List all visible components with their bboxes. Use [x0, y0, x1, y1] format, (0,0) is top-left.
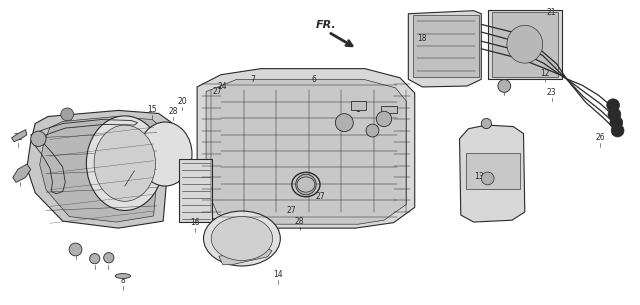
- Text: 13: 13: [474, 172, 484, 181]
- Ellipse shape: [608, 108, 621, 121]
- Text: 15: 15: [147, 105, 157, 114]
- Text: 25: 25: [15, 172, 26, 181]
- Text: 2: 2: [342, 117, 347, 127]
- Ellipse shape: [297, 177, 315, 192]
- Text: 8: 8: [120, 276, 125, 285]
- Text: 3: 3: [483, 174, 488, 183]
- Polygon shape: [408, 11, 481, 87]
- Ellipse shape: [610, 116, 623, 129]
- Polygon shape: [13, 164, 31, 182]
- Text: 26: 26: [595, 133, 605, 142]
- Text: 24: 24: [218, 81, 228, 91]
- Text: 22: 22: [13, 133, 22, 142]
- Ellipse shape: [498, 80, 511, 92]
- Ellipse shape: [211, 217, 273, 260]
- Bar: [179, 159, 212, 222]
- Ellipse shape: [138, 122, 192, 186]
- Ellipse shape: [607, 99, 620, 112]
- Ellipse shape: [104, 253, 114, 263]
- Bar: [492, 12, 558, 77]
- Text: 11: 11: [300, 181, 309, 191]
- Text: 14: 14: [273, 270, 284, 279]
- Bar: [413, 15, 479, 77]
- Ellipse shape: [94, 125, 156, 201]
- Text: 19: 19: [369, 125, 380, 134]
- Text: 18: 18: [418, 34, 427, 43]
- Text: 6: 6: [311, 75, 316, 84]
- Ellipse shape: [481, 172, 494, 185]
- Bar: [466, 152, 520, 189]
- Text: 7: 7: [250, 75, 255, 84]
- Text: FR.: FR.: [316, 20, 337, 31]
- Text: 1: 1: [355, 105, 360, 114]
- Text: 27: 27: [315, 192, 325, 201]
- Polygon shape: [197, 69, 415, 228]
- Text: 21: 21: [500, 81, 509, 90]
- Text: 5: 5: [92, 255, 97, 264]
- Text: 23: 23: [547, 88, 557, 97]
- Ellipse shape: [296, 174, 316, 195]
- Polygon shape: [460, 125, 525, 222]
- Ellipse shape: [481, 118, 492, 129]
- Text: 16: 16: [190, 218, 200, 227]
- Polygon shape: [206, 79, 406, 224]
- Ellipse shape: [204, 211, 280, 266]
- Text: 28: 28: [295, 217, 304, 226]
- Ellipse shape: [115, 274, 131, 278]
- Ellipse shape: [61, 108, 74, 121]
- Text: 12: 12: [541, 69, 550, 78]
- Ellipse shape: [86, 116, 163, 210]
- Ellipse shape: [335, 114, 353, 131]
- Text: 21: 21: [547, 8, 556, 17]
- Text: 4: 4: [381, 108, 387, 117]
- Polygon shape: [488, 10, 562, 79]
- Text: 27: 27: [212, 87, 223, 96]
- Text: 17: 17: [243, 241, 253, 250]
- Text: 20: 20: [177, 97, 188, 106]
- Ellipse shape: [376, 111, 392, 127]
- Bar: [351, 101, 366, 110]
- Polygon shape: [12, 130, 27, 142]
- Text: 27: 27: [286, 206, 296, 215]
- Polygon shape: [40, 117, 161, 222]
- Bar: [381, 106, 397, 113]
- Ellipse shape: [507, 25, 543, 63]
- Ellipse shape: [31, 131, 46, 146]
- Ellipse shape: [90, 253, 100, 264]
- Text: 10: 10: [70, 246, 81, 255]
- Ellipse shape: [366, 124, 379, 137]
- Polygon shape: [27, 110, 172, 228]
- Ellipse shape: [611, 124, 624, 137]
- Polygon shape: [219, 248, 272, 265]
- Text: 28: 28: [168, 107, 177, 116]
- Text: 9: 9: [105, 255, 110, 264]
- Ellipse shape: [69, 243, 82, 256]
